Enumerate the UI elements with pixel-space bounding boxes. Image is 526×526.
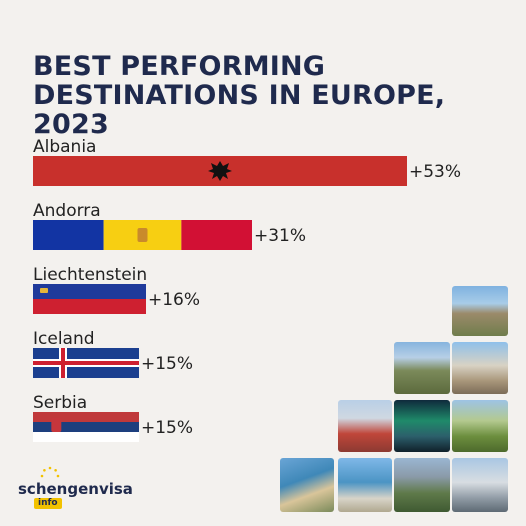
bar-andorra — [33, 220, 252, 250]
category-label-iceland: Iceland — [33, 329, 95, 349]
bar-albania — [33, 156, 407, 186]
category-label-albania: Albania — [33, 137, 97, 157]
category-label-andorra: Andorra — [33, 201, 101, 221]
eu-stars-icon — [40, 466, 60, 478]
bar-serbia — [33, 412, 139, 442]
value-label-albania: +53% — [409, 162, 462, 182]
brand-tag: info — [34, 498, 62, 509]
photo-city-street — [452, 342, 508, 394]
brand-name: schengenvisa — [18, 480, 133, 498]
photo-beach-cliffs — [280, 458, 334, 512]
photo-northern-lights — [394, 400, 450, 452]
title-line-1: BEST PERFORMING — [33, 51, 326, 82]
photo-mountain-village — [394, 342, 450, 394]
category-label-serbia: Serbia — [33, 393, 88, 413]
photo-red-roofs — [338, 400, 392, 452]
brand-logo: schengenvisa info — [18, 466, 148, 510]
photo-river-city — [452, 458, 508, 512]
category-label-liechtenstein: Liechtenstein — [33, 265, 148, 285]
title-line-2: DESTINATIONS IN EUROPE, 2023 — [33, 80, 446, 140]
photo-seaside-promenade — [338, 458, 392, 512]
value-label-liechtenstein: +16% — [148, 290, 201, 310]
bar-iceland — [33, 348, 139, 378]
photo-alpine-castle — [394, 458, 450, 512]
chart-title: BEST PERFORMING DESTINATIONS IN EUROPE, … — [33, 52, 513, 139]
photo-coastal-town — [452, 286, 508, 336]
value-label-andorra: +31% — [254, 226, 307, 246]
photo-green-hills — [452, 400, 508, 452]
value-label-iceland: +15% — [141, 354, 194, 374]
value-label-serbia: +15% — [141, 418, 194, 438]
bar-liechtenstein — [33, 284, 146, 314]
